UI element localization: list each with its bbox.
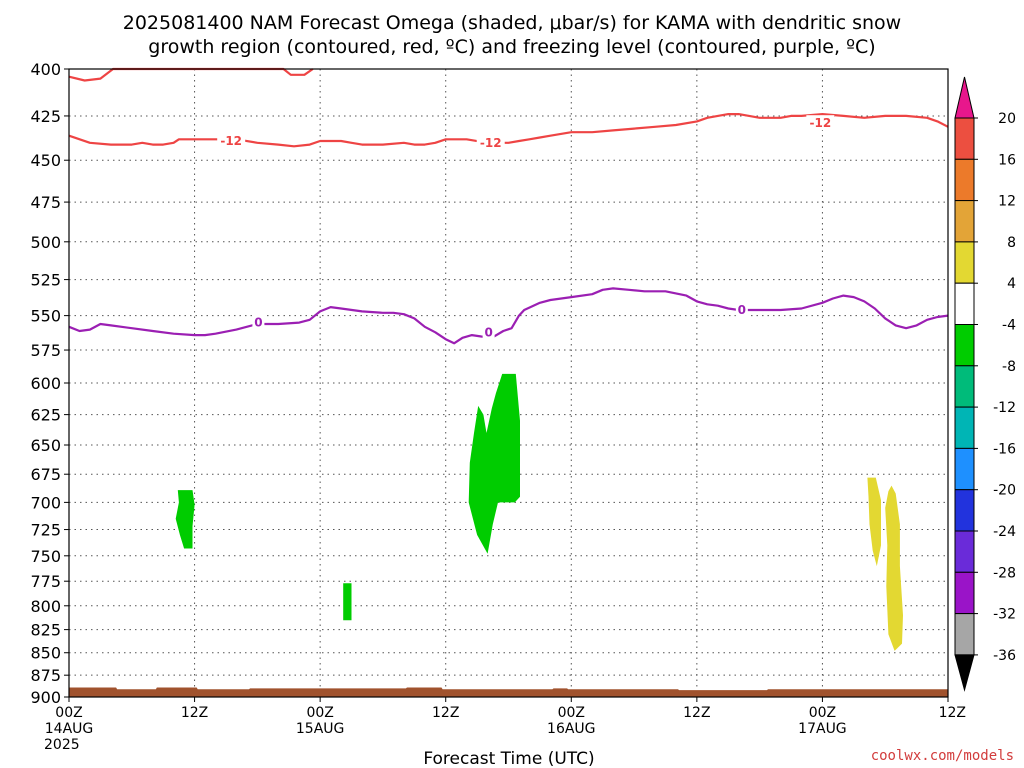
omega-colorbar: 20 16 12 8 4 -4 -8 -12 -16 -20 -24 -28 -32 -36 [954, 76, 1016, 692]
contour-label-bg-3-1 [252, 314, 265, 330]
contour-label-2-1: -12 [220, 134, 242, 148]
y-tick-label-825: 825 [30, 621, 61, 640]
colorbar-label-9: -16 [993, 441, 1016, 457]
y-tick-label-425: 425 [30, 107, 61, 126]
isotherm-line-2 [68, 113, 949, 148]
x-tick-label-0-1: 14AUG [45, 721, 94, 737]
omega-shaded-region-2 [343, 583, 352, 621]
colorbar-label-6: -4 [1002, 318, 1016, 334]
colorbar-box-7 [954, 365, 975, 408]
contour-label-bg-3-3 [735, 301, 748, 317]
y-tick-label-875: 875 [30, 666, 61, 685]
y-tick-label-575: 575 [30, 341, 61, 360]
omega-shaded-region-4 [867, 477, 881, 567]
y-tick-label-400: 400 [30, 60, 61, 79]
colorbar-label-2: 16 [998, 152, 1016, 168]
contour-label-3-3: 0 [738, 303, 746, 317]
colorbar-bottom-arrow [954, 654, 975, 692]
x-tick-label-84-0: 12Z [939, 705, 966, 721]
credit-text: coolwx.com/models [871, 748, 1014, 764]
y-tick-label-600: 600 [30, 374, 61, 393]
x-tick-label-0-2: 2025 [44, 737, 80, 753]
colorbar-label-7: -8 [1002, 359, 1016, 375]
x-tick-label-48-0: 00Z [558, 705, 585, 721]
colorbar-box-5 [954, 282, 975, 326]
colorbar-label-13: -32 [993, 607, 1016, 623]
y-tick-label-625: 625 [30, 406, 61, 425]
omega-shaded-region-3 [468, 373, 520, 554]
contour-label-bg-2-1 [217, 133, 246, 149]
y-axis-ticks: 400 425 450 475 500 525 550 575 600 625 650 675 700 7… [30, 60, 69, 707]
contour-label-bg-2-3 [806, 115, 835, 131]
x-tick-label-48-1: 16AUG [547, 721, 596, 737]
colorbar-box-12 [954, 571, 975, 615]
colorbar-box-9 [954, 447, 975, 491]
colorbar-box-1 [954, 117, 975, 160]
y-tick-label-900: 900 [30, 688, 61, 707]
y-tick-label-750: 750 [30, 547, 61, 566]
isotherm-contours: -12 -12 -12 0 0 0 [68, 67, 949, 345]
x-tick-label-72-0: 00Z [809, 705, 836, 721]
x-tick-label-0-0: 00Z [55, 705, 82, 721]
contour-label-bg-2-2 [476, 134, 505, 150]
y-tick-label-675: 675 [30, 465, 61, 484]
y-tick-label-850: 850 [30, 644, 61, 663]
colorbar-label-8: -12 [993, 400, 1016, 416]
y-tick-label-800: 800 [30, 597, 61, 616]
chart-title-line1: 2025081400 NAM Forecast Omega (shaded, μ… [123, 12, 901, 34]
colorbar-label-3: 12 [998, 194, 1016, 210]
colorbar-box-6 [954, 324, 975, 367]
y-tick-label-700: 700 [30, 493, 61, 512]
colorbar-box-13 [954, 613, 975, 656]
colorbar-label-4: 8 [1007, 235, 1016, 251]
y-tick-label-450: 450 [30, 151, 61, 170]
contour-label-3-2: 0 [484, 325, 492, 339]
x-tick-label-60-0: 12Z [683, 705, 710, 721]
colorbar-box-10 [954, 489, 975, 532]
chart-title-line2: growth region (contoured, red, ºC) and f… [148, 36, 875, 58]
colorbar-label-10: -20 [993, 483, 1016, 499]
y-tick-label-725: 725 [30, 521, 61, 540]
colorbar-box-2 [954, 158, 975, 202]
x-tick-label-36-0: 12Z [432, 705, 459, 721]
x-tick-label-12-0: 12Z [181, 705, 208, 721]
colorbar-label-11: -24 [993, 524, 1016, 540]
contour-label-2-3: -12 [809, 116, 831, 130]
colorbar-label-5: 4 [1007, 276, 1016, 292]
x-axis-label: Forecast Time (UTC) [423, 749, 594, 768]
colorbar-box-11 [954, 530, 975, 573]
x-tick-label-24-1: 15AUG [296, 721, 345, 737]
y-tick-label-500: 500 [30, 233, 61, 252]
x-tick-label-24-0: 00Z [306, 705, 333, 721]
contour-label-2-2: -12 [480, 136, 502, 150]
y-tick-label-525: 525 [30, 271, 61, 290]
colorbar-label-1: 20 [998, 111, 1016, 127]
omega-shaded-region-1 [175, 490, 195, 549]
omega-shading [175, 373, 903, 651]
contour-label-bg-3-2 [482, 324, 495, 340]
terrain-fill [69, 687, 948, 697]
x-tick-label-72-1: 17AUG [798, 721, 847, 737]
colorbar-box-4 [954, 241, 975, 284]
terrain-area [69, 687, 948, 697]
y-tick-label-650: 650 [30, 436, 61, 455]
colorbar-label-14: -36 [993, 648, 1016, 664]
colorbar-label-12: -28 [993, 565, 1016, 581]
plot-area: -12 -12 -12 0 0 0 [68, 67, 949, 698]
y-tick-label-550: 550 [30, 307, 61, 326]
omega-shaded-region-5 [885, 485, 903, 651]
colorbar-box-8 [954, 406, 975, 449]
y-tick-label-475: 475 [30, 193, 61, 212]
y-tick-label-775: 775 [30, 572, 61, 591]
contour-label-3-1: 0 [254, 316, 262, 330]
colorbar-box-3 [954, 200, 975, 243]
isotherm-line-3 [68, 287, 949, 345]
